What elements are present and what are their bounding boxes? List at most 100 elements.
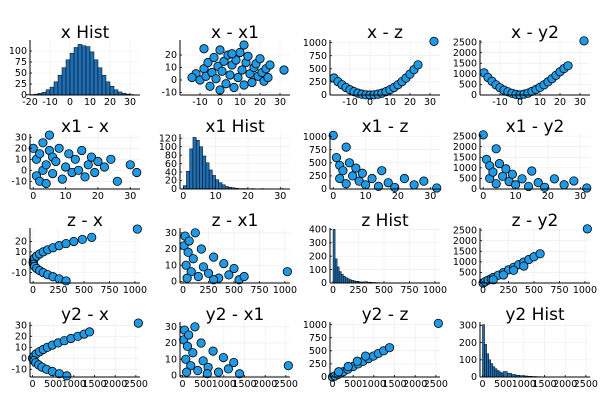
x-tick-label: 10: [384, 97, 396, 108]
scatter-point: [429, 36, 439, 46]
y-tick-label: 2500: [453, 225, 477, 236]
scatter-point: [77, 145, 87, 156]
histogram-bar: [53, 81, 59, 96]
histogram-bar: [57, 74, 63, 96]
y-tick-label: 20: [15, 237, 27, 248]
scatter-point: [235, 47, 245, 58]
y-tick-label: 20: [165, 50, 177, 61]
scatter-point: [187, 72, 197, 83]
y-tick-label: 0: [171, 277, 177, 288]
scatter-point: [229, 263, 239, 274]
x-tick-label: 750: [100, 285, 118, 296]
x-tick-label: 500: [525, 285, 543, 296]
subplot-title: z - x: [67, 211, 103, 231]
x-tick-label: 1000: [62, 379, 86, 390]
x-tick-label: 20: [254, 97, 266, 108]
scatter-point: [509, 265, 519, 275]
x-tick-label: 500: [44, 379, 62, 390]
y-tick-label: 250: [309, 359, 327, 370]
histogram-bar: [334, 258, 338, 284]
x-tick-label: 0: [367, 97, 373, 108]
scatter-point: [283, 361, 293, 371]
subplot-title: x - x1: [211, 23, 259, 43]
scatter-point: [343, 361, 353, 372]
scatter-point: [501, 164, 511, 174]
histogram-bar: [340, 274, 344, 284]
x-tick-label: 0: [29, 379, 35, 390]
scatter-point: [519, 261, 529, 271]
x-tick-label: 1000: [512, 379, 536, 390]
scatter-point: [90, 167, 100, 178]
scatter-point: [549, 174, 560, 184]
x-tick-label: 0: [180, 285, 186, 296]
y-tick-label: 0: [171, 75, 177, 86]
scatter-point: [112, 176, 122, 186]
scatter-point: [233, 72, 243, 83]
y-tick-label: 10: [15, 343, 27, 354]
y-tick-label: 30: [165, 228, 177, 239]
y-tick-label: 250: [309, 171, 327, 182]
y-tick-label: 200: [309, 251, 327, 262]
y-tick-label: 400: [309, 225, 327, 236]
y-tick-label: -10: [161, 88, 177, 99]
x-tick-label: 0: [217, 97, 223, 108]
scatter-point: [282, 267, 292, 277]
scatter-point: [198, 262, 209, 272]
y-tick-label: 1000: [453, 69, 477, 80]
y-tick-label: 750: [309, 145, 327, 156]
histogram-bar: [349, 279, 352, 284]
y-tick-label: 2000: [453, 236, 477, 247]
x-tick-label: 30: [124, 191, 136, 202]
histogram-bar: [49, 86, 55, 96]
x-tick-label: 2500: [124, 379, 148, 390]
scatter-point: [188, 348, 198, 358]
histogram-bar: [490, 363, 494, 378]
y-tick-label: 1500: [453, 246, 477, 257]
y-tick-label: 0: [171, 184, 177, 195]
histogram-bar: [192, 137, 197, 190]
scatter-point: [183, 247, 193, 257]
histogram-bar: [221, 184, 226, 190]
y-tick-label: 2500: [453, 131, 477, 142]
scatter-point: [205, 81, 215, 91]
scatter-point: [186, 361, 196, 371]
scatter-point: [132, 167, 142, 178]
histogram-bar: [77, 44, 83, 96]
y-tick-label: -10: [11, 177, 27, 188]
scatter-point: [184, 236, 194, 246]
x-tick-label: 0: [479, 379, 485, 390]
scatter-point: [57, 174, 67, 184]
scatter-point: [432, 183, 442, 193]
x-tick-label: 0: [329, 379, 335, 390]
y-tick-label: 1000: [453, 257, 477, 268]
x-tick-label: 0: [179, 379, 185, 390]
scatter-point: [582, 183, 592, 193]
scatter-point: [184, 330, 194, 340]
scatter-point: [182, 367, 192, 377]
scatter-point: [193, 271, 203, 282]
x-tick-label: 2500: [424, 379, 448, 390]
histogram-bar: [195, 140, 200, 190]
scatter-point: [351, 163, 361, 173]
y-tick-label: 20: [165, 338, 177, 349]
y-tick-label: 0: [471, 184, 477, 195]
x-tick-label: 30: [424, 97, 436, 108]
y-tick-label: 0: [21, 257, 27, 268]
scatter-point: [41, 160, 51, 170]
y-tick-label: 20: [15, 144, 27, 155]
scatter-point: [209, 52, 219, 63]
y-tick-label: 500: [309, 64, 327, 75]
histogram-bar: [189, 148, 194, 190]
scatter-point: [61, 276, 71, 286]
scatter-point: [390, 182, 400, 193]
scatter-point: [527, 166, 537, 176]
x-tick-label: 20: [104, 97, 116, 108]
scatter-point: [182, 341, 193, 351]
x-tick-label: -10: [42, 97, 58, 108]
x-tick-label: 10: [210, 191, 222, 202]
scatter-point: [93, 156, 103, 167]
histogram-bar: [109, 85, 115, 96]
scatter-point: [582, 224, 592, 234]
